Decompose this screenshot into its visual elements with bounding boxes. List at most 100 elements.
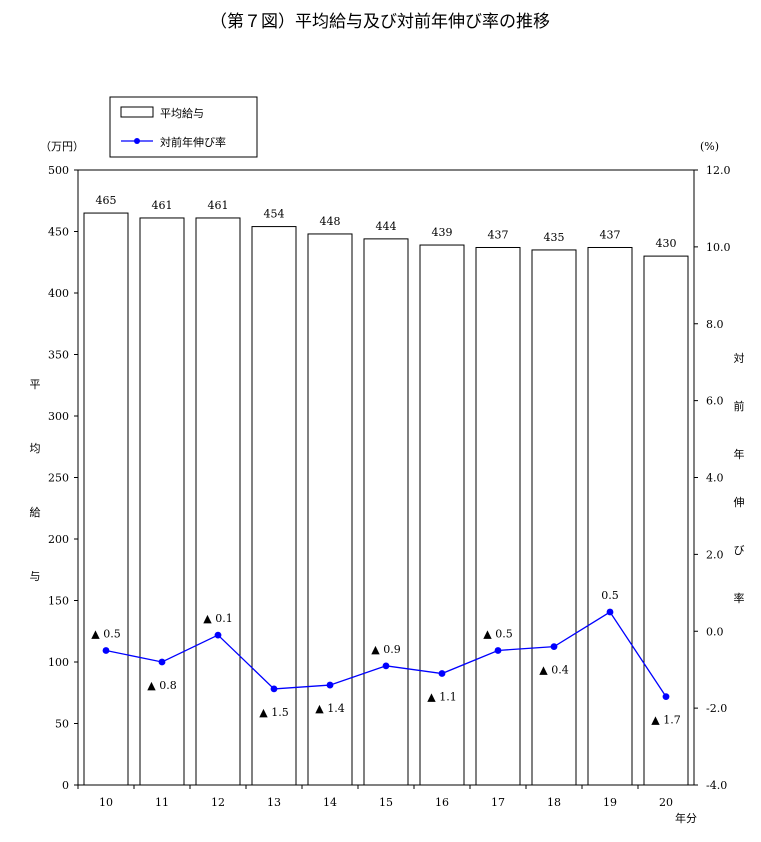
right-tick-label: 10.0: [706, 241, 731, 254]
x-tick-label: 15: [379, 796, 393, 809]
left-axis-label-char: 均: [30, 442, 41, 455]
bar: [195, 217, 241, 786]
bar: [643, 255, 689, 786]
right-tick-label: 2.0: [706, 548, 724, 561]
line-point: [550, 643, 558, 651]
left-tick-label: 450: [48, 226, 69, 239]
chart-title: （第７図）平均給与及び対前年伸び率の推移: [210, 12, 550, 32]
right-axis-label-char: 年: [734, 447, 745, 461]
line-value-label: ▲ 0.9: [371, 643, 400, 656]
right-axis-label-char: び: [734, 544, 745, 557]
line-point: [326, 681, 334, 689]
right-tick-label: 8.0: [706, 318, 724, 331]
bar-value-label: 430: [656, 237, 677, 250]
right-axis-ticks: -4.0 -2.0 0.0 2.0 4.0 6.0 8.0 10.0 12.0: [694, 164, 731, 792]
line-value-label: ▲ 0.5: [91, 627, 120, 640]
left-tick-label: 150: [48, 595, 69, 608]
left-tick-label: 300: [48, 410, 69, 423]
line-value-label: ▲ 1.7: [651, 714, 680, 727]
right-axis-label: 対前年伸び率: [734, 351, 745, 605]
right-axis-label-char: 前: [734, 399, 745, 413]
line-point: [158, 658, 166, 666]
bar: [475, 246, 521, 786]
right-axis-label-char: 伸: [734, 496, 745, 509]
left-axis-label: 平均給与: [30, 378, 41, 583]
right-tick-label: 12.0: [706, 164, 731, 177]
bar-value-label: 437: [600, 228, 621, 241]
bar-value-label: 461: [208, 199, 229, 212]
left-tick-label: 200: [48, 533, 69, 546]
x-tick-label: 19: [603, 796, 617, 809]
line-point: [102, 647, 110, 654]
left-axis-label-char: 給: [30, 505, 41, 519]
line-value-label: ▲ 0.5: [483, 627, 512, 640]
line-series: [102, 608, 670, 700]
x-tick-label: 10: [99, 796, 113, 809]
line-point: [382, 662, 390, 670]
bar-value-label: 435: [544, 231, 565, 244]
line-point: [438, 670, 446, 677]
left-tick-label: 400: [48, 287, 69, 300]
bar-value-label: 437: [488, 228, 509, 241]
bar: [83, 212, 129, 786]
left-tick-label: 100: [48, 656, 69, 669]
line-value-label: ▲ 1.5: [259, 706, 288, 719]
x-axis-ticks: 10 11 12 13 14 15 16 17 18 19 20: [77, 785, 673, 809]
line-point: [606, 608, 614, 616]
bar: [363, 238, 409, 786]
x-tick-label: 20: [659, 796, 673, 809]
line-value-label: 0.5: [601, 589, 619, 602]
right-axis-unit: (%): [700, 140, 719, 153]
line-value-label: ▲ 0.8: [147, 679, 176, 692]
bar-value-labels: 465 461 461 454 448 444 439 437 435 437 430: [96, 194, 677, 250]
line-value-label: ▲ 0.4: [539, 664, 568, 677]
bar: [587, 246, 633, 786]
left-axis-ticks: 0 50 100 150 200 250 300 350 400 450 500: [48, 164, 78, 792]
x-tick-label: 18: [547, 796, 561, 809]
x-axis-unit: 年分: [675, 811, 697, 825]
x-tick-label: 16: [435, 796, 449, 809]
bar: [419, 244, 465, 786]
x-tick-label: 13: [267, 796, 281, 809]
line-value-label: ▲ 1.4: [315, 702, 344, 715]
left-tick-label: 500: [48, 164, 69, 177]
left-tick-label: 50: [55, 718, 69, 731]
left-tick-label: 350: [48, 349, 69, 362]
line-value-label: ▲ 0.1: [203, 612, 232, 625]
bar: [531, 249, 577, 786]
legend-line-label: 対前年伸び率: [160, 135, 226, 149]
bar-value-label: 448: [320, 215, 341, 228]
left-axis-unit: （万円）: [40, 140, 84, 153]
bar-value-label: 444: [376, 220, 397, 233]
x-tick-label: 17: [491, 796, 505, 809]
legend: 平均給与 対前年伸び率: [109, 96, 258, 158]
bar-value-label: 439: [432, 226, 453, 239]
bar-value-label: 461: [152, 199, 173, 212]
legend-bar-swatch: [120, 106, 154, 118]
left-axis-label-char: 与: [30, 570, 41, 583]
bar: [139, 217, 185, 786]
line-value-labels: ▲ 0.5 ▲ 0.8 ▲ 0.1 ▲ 1.5 ▲ 1.4 ▲ 0.9 ▲ 1.1 ▲ 0.5…: [91, 589, 680, 727]
x-tick-label: 11: [155, 796, 169, 809]
left-axis-label-char: 平: [30, 378, 41, 391]
line-point: [214, 631, 222, 639]
x-tick-label: 12: [211, 796, 225, 809]
line-point: [662, 693, 670, 700]
bar-value-label: 465: [96, 194, 117, 207]
bar: [251, 226, 297, 786]
bar: [307, 233, 353, 786]
right-tick-label: 4.0: [706, 472, 724, 485]
bar-series: [83, 212, 689, 786]
right-tick-label: 0.0: [706, 625, 724, 638]
right-axis-label-char: 率: [734, 591, 745, 605]
right-tick-label: -4.0: [706, 779, 727, 792]
bar-value-label: 454: [264, 208, 285, 221]
line-point: [270, 685, 278, 693]
left-tick-label: 250: [48, 472, 69, 485]
right-tick-label: 6.0: [706, 395, 724, 408]
left-tick-label: 0: [62, 779, 69, 792]
line-value-label: ▲ 1.1: [427, 691, 456, 704]
x-tick-label: 14: [323, 796, 337, 809]
legend-bar-label: 平均給与: [160, 106, 204, 120]
